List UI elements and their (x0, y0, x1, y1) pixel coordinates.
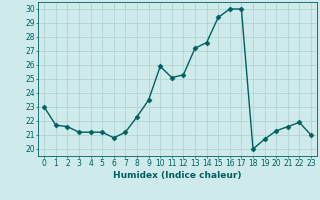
X-axis label: Humidex (Indice chaleur): Humidex (Indice chaleur) (113, 171, 242, 180)
